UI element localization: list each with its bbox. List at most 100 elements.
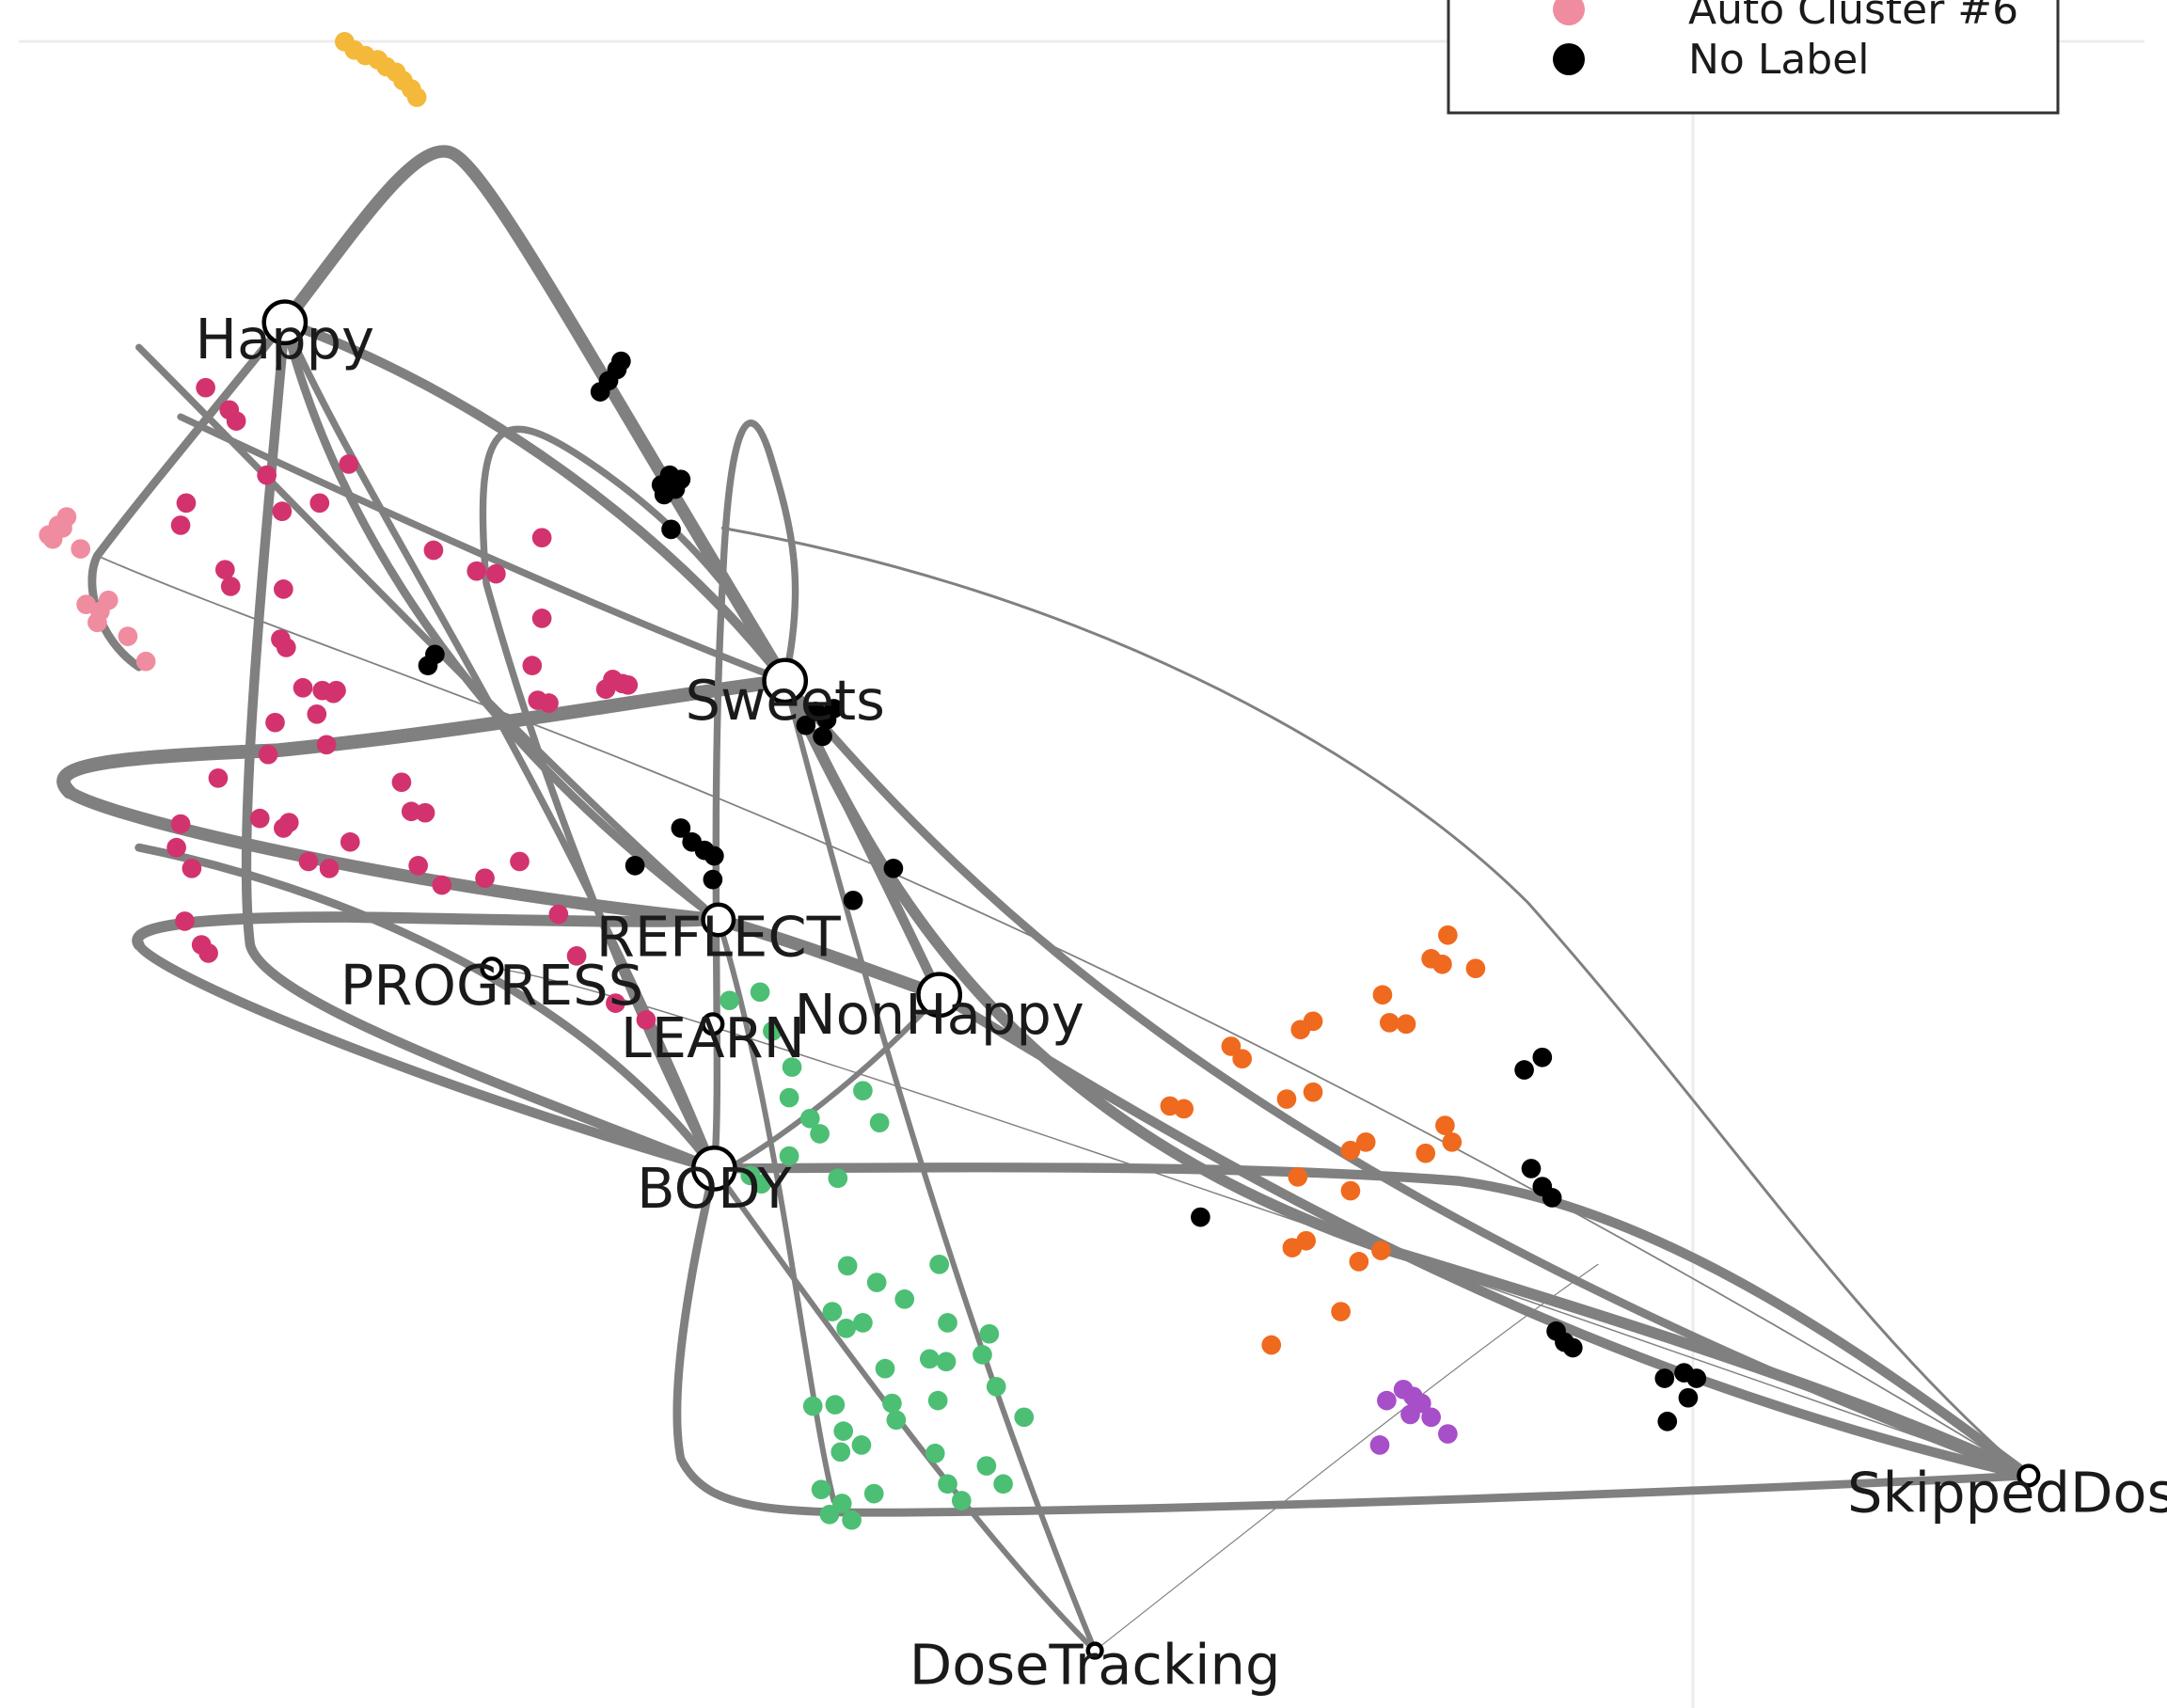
data-point-series-1 (661, 519, 681, 540)
node-label-sweets: Sweets (685, 668, 884, 733)
data-point-series-3 (566, 946, 587, 966)
data-point-series-1 (1678, 1387, 1699, 1408)
data-point-series-4 (842, 1510, 862, 1530)
data-point-series-4 (863, 1483, 884, 1504)
data-point-series-4 (779, 1146, 799, 1166)
data-point-series-3 (208, 767, 229, 788)
data-point-series-3 (475, 868, 495, 888)
transition-edge-20 (710, 419, 799, 1173)
data-point-series-3 (166, 837, 186, 858)
data-point-series-4 (740, 1165, 761, 1186)
graph-nodes (261, 299, 2041, 1660)
data-point-series-5 (1371, 1241, 1391, 1260)
data-point-series-3 (258, 744, 278, 765)
data-point-series-5 (1303, 1082, 1323, 1102)
data-point-series-4 (810, 1124, 830, 1144)
data-point-series-3 (510, 851, 530, 872)
data-point-series-3 (175, 911, 195, 931)
legend: Auto Cluster #6 No Label (1447, 0, 2060, 115)
data-point-series-1 (1514, 1060, 1534, 1080)
node-reflect (701, 902, 736, 938)
data-point-series-5 (1432, 954, 1452, 974)
data-point-series-1 (703, 869, 723, 890)
data-point-series-3 (257, 465, 277, 485)
node-happy (261, 299, 308, 346)
data-point-series-0 (71, 539, 91, 559)
transition-edge-3 (241, 317, 720, 1174)
data-point-series-0 (87, 612, 107, 633)
data-point-series-3 (220, 577, 241, 596)
data-point-series-4 (886, 1410, 907, 1431)
data-point-series-4 (993, 1474, 1013, 1494)
data-point-series-1 (824, 699, 844, 719)
data-point-series-3 (214, 560, 235, 580)
node-label-progress: PROGRESS (340, 953, 643, 1018)
data-point-series-3 (486, 563, 506, 584)
data-point-series-4 (919, 1349, 940, 1369)
data-point-series-4 (894, 1289, 915, 1309)
data-point-series-6 (1369, 1435, 1390, 1455)
data-point-series-4 (830, 1442, 851, 1463)
transition-edge-13 (712, 913, 946, 1002)
data-point-series-5 (1349, 1252, 1369, 1272)
data-point-series-5 (1232, 1049, 1253, 1069)
data-point-series-3 (316, 735, 337, 755)
data-point-series-4 (1014, 1407, 1035, 1428)
transition-edge-26 (720, 526, 2031, 1478)
data-point-series-3 (415, 802, 435, 823)
data-point-series-4 (851, 1435, 872, 1455)
data-point-series-1 (1542, 1188, 1562, 1208)
data-point-series-4 (976, 1456, 997, 1476)
data-point-series-5 (1372, 985, 1393, 1005)
transition-edges (56, 145, 2034, 1653)
data-point-series-1 (611, 351, 631, 372)
data-point-series-1 (1562, 1337, 1583, 1358)
data-point-series-3 (408, 856, 429, 876)
data-point-series-1 (665, 479, 686, 499)
data-point-series-1 (1532, 1047, 1553, 1068)
node-label-learn: LEARN (621, 1005, 805, 1070)
node-label-nonhappy: NonHappy (794, 982, 1084, 1047)
node-dosetracking (1085, 1641, 1104, 1660)
data-point-series-4 (866, 1273, 887, 1292)
data-point-series-3 (528, 690, 548, 710)
transition-edge-5 (281, 319, 719, 1173)
data-point-series-4 (779, 1087, 799, 1108)
transition-edge-10 (134, 843, 719, 1173)
data-point-series-2 (406, 87, 427, 107)
data-point-series-5 (1396, 1014, 1416, 1035)
data-point-series-5 (1331, 1302, 1351, 1321)
legend-label-no-label: No Label (1688, 36, 1870, 84)
data-point-series-4 (938, 1474, 957, 1494)
data-point-series-6 (1438, 1424, 1458, 1444)
data-point-series-3 (432, 875, 452, 895)
data-point-series-1 (796, 715, 816, 735)
data-point-series-5 (1288, 1166, 1308, 1187)
data-point-series-3 (531, 528, 552, 548)
data-point-series-3 (340, 831, 360, 852)
data-point-series-4 (925, 1443, 945, 1463)
node-nonhappy (916, 972, 963, 1019)
data-point-series-5 (1340, 1180, 1361, 1201)
transition-edge-27 (96, 555, 2030, 1477)
data-point-series-3 (548, 904, 569, 925)
data-point-series-4 (811, 1479, 831, 1500)
legend-box (1447, 0, 2060, 115)
data-point-series-3 (307, 704, 327, 724)
data-point-series-3 (176, 493, 197, 514)
node-skippeddose (2017, 1463, 2041, 1488)
data-point-series-1 (1657, 1411, 1678, 1431)
transition-edge-11 (135, 343, 722, 924)
node-label-reflect: REFLECT (596, 904, 842, 969)
data-point-series-3 (636, 1009, 656, 1030)
data-point-series-3 (276, 638, 296, 657)
data-point-series-6 (1377, 1390, 1397, 1411)
data-point-series-3 (249, 808, 270, 829)
transition-edge-19 (672, 1163, 2033, 1517)
data-point-series-4 (837, 1256, 858, 1276)
data-point-series-3 (467, 561, 487, 581)
data-point-series-4 (936, 1352, 957, 1372)
data-point-series-1 (671, 818, 691, 838)
data-point-series-4 (750, 982, 770, 1003)
data-point-series-3 (423, 540, 444, 561)
